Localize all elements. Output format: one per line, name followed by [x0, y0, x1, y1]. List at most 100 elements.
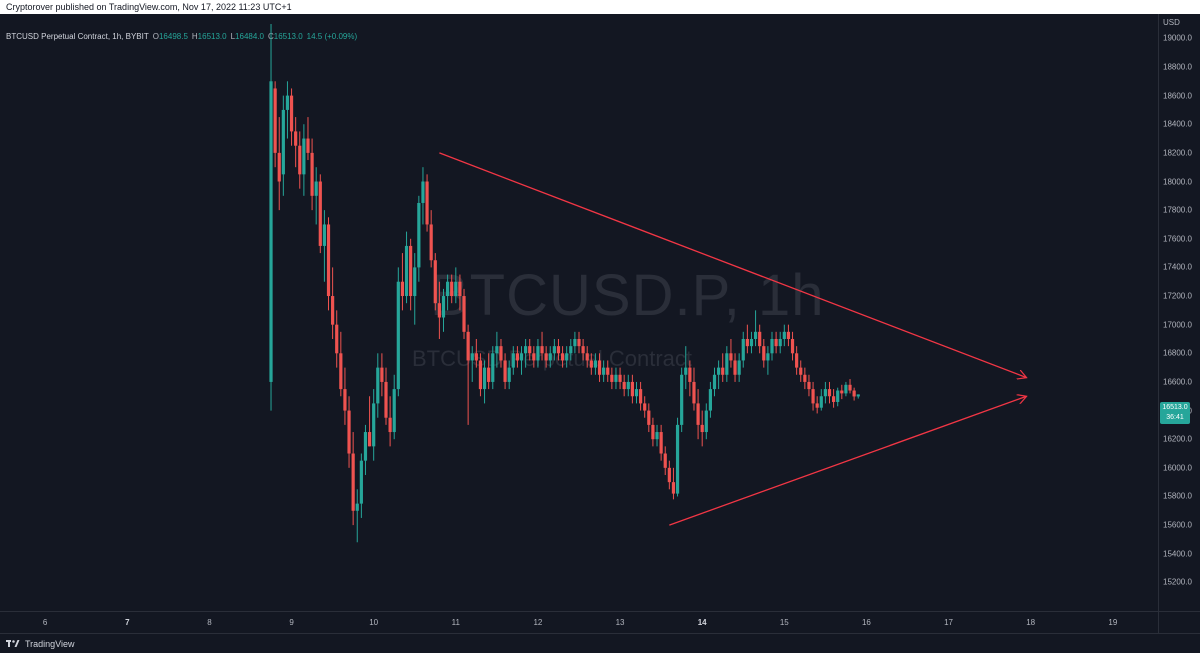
- candle-body: [289, 95, 294, 132]
- price-tick-label: 17800.0: [1163, 205, 1192, 215]
- candle: [782, 324, 786, 347]
- candle: [404, 231, 409, 304]
- last-price-badge: 16513.0 36:41: [1160, 402, 1190, 424]
- candle-body: [749, 338, 754, 347]
- time-tick-label: 9: [289, 618, 294, 627]
- candle-body: [733, 360, 737, 375]
- candle-body: [343, 389, 347, 411]
- candlestick-chart[interactable]: [0, 14, 1158, 611]
- candle-body: [577, 338, 581, 347]
- candle: [339, 331, 343, 397]
- candle-body: [347, 410, 351, 454]
- time-tick-label: 19: [1108, 618, 1118, 627]
- candle: [556, 338, 561, 361]
- candle: [799, 360, 803, 382]
- candle: [396, 267, 400, 397]
- candle: [606, 360, 610, 382]
- candle: [786, 324, 791, 347]
- candle-body: [462, 296, 466, 332]
- candle: [326, 217, 331, 311]
- candle-body: [560, 353, 565, 361]
- candle-body: [433, 260, 437, 304]
- candle-body: [425, 181, 429, 225]
- candle: [823, 381, 827, 404]
- candle: [819, 389, 823, 411]
- candle: [573, 331, 577, 354]
- price-tick-label: 18800.0: [1163, 62, 1192, 72]
- candle-body: [335, 324, 339, 354]
- candle: [487, 353, 491, 390]
- candle: [376, 353, 380, 418]
- candle-body: [556, 346, 561, 354]
- candle-body: [692, 381, 696, 404]
- candle: [585, 346, 589, 368]
- candle: [708, 381, 713, 418]
- candle-body: [741, 338, 745, 361]
- candle: [597, 353, 602, 382]
- candle: [729, 338, 733, 368]
- candle: [749, 331, 754, 354]
- candle: [524, 338, 528, 368]
- candle: [692, 367, 696, 411]
- candle: [741, 331, 745, 368]
- candle-body: [458, 281, 462, 297]
- candle-body: [376, 367, 380, 404]
- candle-body: [696, 403, 700, 425]
- candle-body: [392, 389, 396, 433]
- candle-body: [602, 367, 606, 375]
- candle-body: [421, 181, 425, 203]
- candle: [454, 267, 458, 304]
- legend-symbol: BTCUSD Perpetual Contract, 1h, BYBIT: [6, 32, 149, 41]
- candle-body: [339, 353, 343, 390]
- candle: [807, 374, 811, 397]
- candle: [659, 424, 663, 461]
- price-tick-label: 15600.0: [1163, 520, 1192, 530]
- footer-bar: TradingView: [0, 633, 1200, 653]
- candle-body: [803, 374, 807, 382]
- candle: [277, 117, 281, 211]
- candle: [335, 310, 339, 368]
- candle: [581, 338, 585, 361]
- candle: [528, 338, 532, 361]
- candle: [811, 381, 815, 411]
- candle-body: [417, 202, 421, 268]
- candle: [680, 367, 684, 433]
- candle-body: [774, 338, 778, 347]
- candle-body: [753, 331, 758, 339]
- candle-body: [306, 138, 310, 153]
- trendline-lower[interactable]: [669, 396, 1026, 526]
- axis-corner: [1158, 611, 1200, 633]
- candle-body: [441, 296, 446, 318]
- candle: [429, 210, 433, 268]
- candle-body: [581, 346, 585, 354]
- price-axis[interactable]: USD 19000.0 18800.0 18600.0 18400.0 18200.0 1…: [1158, 14, 1200, 611]
- candle-body: [495, 346, 499, 354]
- candle-body: [478, 360, 483, 390]
- candle-body: [326, 224, 331, 297]
- candle: [421, 167, 425, 225]
- price-tick-label: 16800.0: [1163, 348, 1192, 358]
- candle: [700, 410, 704, 447]
- candle: [285, 81, 290, 139]
- legend-high-value: 16513.0: [197, 32, 227, 41]
- candle-body: [606, 367, 610, 375]
- candle-body: [667, 467, 671, 483]
- candle-body: [491, 353, 495, 382]
- price-tick-label: 16000.0: [1163, 463, 1192, 473]
- candle-body: [831, 396, 836, 402]
- candle: [445, 274, 450, 311]
- trendline-upper[interactable]: [439, 152, 1026, 378]
- candle: [269, 24, 273, 411]
- candle: [536, 338, 540, 368]
- candle: [372, 389, 376, 461]
- candle-body: [721, 367, 725, 375]
- candle: [548, 346, 552, 368]
- candle-body: [659, 432, 663, 454]
- candle: [507, 360, 511, 390]
- chart-pane[interactable]: BTCUSD Perpetual Contract, 1h, BYBIT O16…: [0, 14, 1158, 611]
- candle: [273, 81, 277, 168]
- time-axis[interactable]: 6 7 8 9 10 11 12 13 14 15 16 17 18 19: [0, 611, 1158, 633]
- candle-body: [622, 381, 626, 390]
- candle-body: [565, 353, 569, 361]
- candle-body: [384, 381, 388, 418]
